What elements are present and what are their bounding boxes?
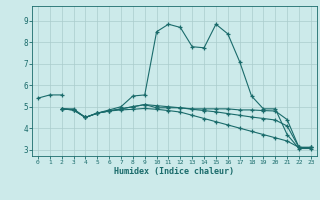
X-axis label: Humidex (Indice chaleur): Humidex (Indice chaleur) — [115, 167, 234, 176]
